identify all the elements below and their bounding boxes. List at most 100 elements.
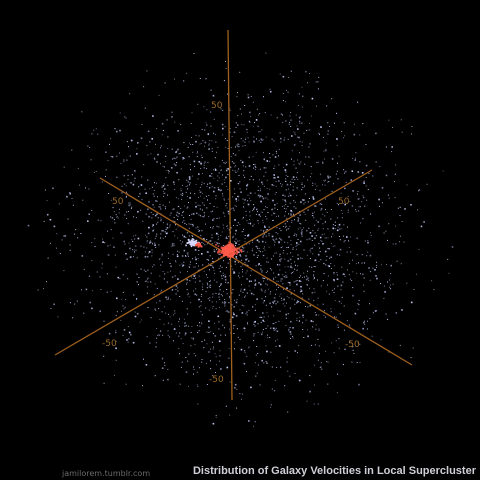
galaxy-point [175,214,177,216]
galaxy-point [175,151,177,153]
galaxy-point [372,312,374,314]
galaxy-point [242,268,243,270]
galaxy-point [410,204,412,206]
galaxy-point [355,157,356,159]
galaxy-point [275,284,277,286]
galaxy-point [387,281,388,283]
galaxy-point [177,198,179,200]
galaxy-point [311,97,314,100]
galaxy-point [172,208,174,210]
galaxy-point [153,264,155,266]
galaxy-point [249,197,250,199]
galaxy-point [305,71,307,73]
galaxy-point [258,179,260,181]
galaxy-point [154,238,156,240]
galaxy-point [136,148,138,150]
galaxy-point [158,334,160,336]
galaxy-point [201,184,203,186]
galaxy-point [109,143,110,145]
galaxy-point [119,129,121,132]
galaxy-point [361,172,364,174]
galaxy-point [260,229,262,231]
galaxy-point [262,235,264,237]
galaxy-point [320,207,323,210]
galaxy-point [206,384,208,385]
galaxy-point [188,266,190,268]
galaxy-point [135,234,137,236]
galaxy-point [181,263,183,265]
galaxy-point [214,241,216,243]
galaxy-point [239,338,241,340]
galaxy-point [303,337,305,338]
galaxy-point [349,341,350,343]
galaxy-point [334,122,335,124]
galaxy-point [95,128,97,130]
galaxy-point [308,238,310,240]
galaxy-point [191,213,193,215]
galaxy-point [175,260,177,262]
galaxy-point [318,243,320,245]
galaxy-point [320,362,322,364]
cluster-galaxy-point [234,252,237,254]
galaxy-point [93,129,95,131]
galaxy-point [372,175,374,177]
galaxy-point [238,294,240,296]
galaxy-point [211,243,213,245]
galaxy-point [332,233,334,235]
galaxy-point [179,318,180,320]
galaxy-point [262,254,264,256]
galaxy-point [157,153,159,156]
galaxy-point [110,216,112,218]
galaxy-point [266,350,268,353]
galaxy-point [159,330,161,332]
galaxy-point [241,284,242,286]
galaxy-point [261,271,263,273]
axes [54,29,413,401]
galaxy-point [101,263,103,265]
galaxy-point [126,339,128,341]
galaxy-point [292,176,295,178]
galaxy-point [312,230,314,232]
galaxy-point [241,312,244,314]
galaxy-point [303,227,305,229]
galaxy-point [229,381,231,383]
galaxy-point [224,215,226,217]
galaxy-point [107,254,109,256]
galaxy-point [375,310,377,312]
galaxy-point [294,299,296,301]
galaxy-point [170,270,172,272]
galaxy-point [285,201,287,203]
galaxy-point [383,285,385,287]
galaxy-point [257,194,260,197]
galaxy-point [317,253,320,256]
galaxy-point [337,162,338,164]
galaxy-point [219,299,221,300]
galaxy-point [325,264,327,266]
galaxy-point [215,301,217,303]
galaxy-point [265,304,267,306]
galaxy-point [241,246,243,248]
galaxy-point [226,169,228,171]
galaxy-point [184,222,186,224]
galaxy-point [234,342,236,344]
galaxy-point [169,336,171,338]
galaxy-point [286,253,288,255]
galaxy-point [358,304,360,306]
galaxy-point [220,368,222,370]
galaxy-point [96,271,98,273]
galaxy-point [391,151,393,153]
galaxy-point [230,227,232,229]
galaxy-point [261,140,263,141]
galaxy-point [169,224,171,226]
galaxy-point [279,295,281,297]
galaxy-point [307,209,309,211]
galaxy-point [239,188,241,190]
galaxy-point [157,221,159,223]
galaxy-point [283,226,285,228]
galaxy-point [162,357,164,359]
galaxy-point [147,232,150,235]
galaxy-point [220,108,222,110]
galaxy-point [286,302,287,304]
galaxy-point [192,338,194,340]
galaxy-point [242,145,244,147]
